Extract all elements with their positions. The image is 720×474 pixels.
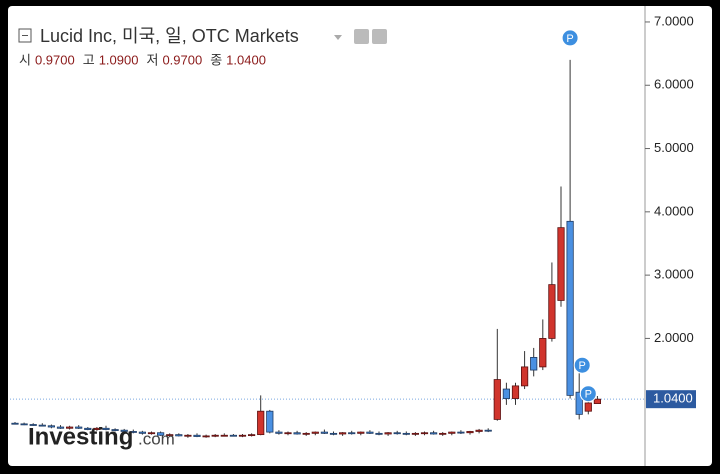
candle-body — [184, 434, 192, 437]
collapse-icon[interactable] — [18, 28, 32, 43]
candle-body — [93, 427, 101, 430]
event-marker-label: P — [579, 360, 586, 372]
candle-body — [393, 432, 401, 435]
logo-suffix: .com — [138, 429, 175, 448]
candle-body — [575, 391, 583, 415]
ohlc-value: 0.9700 — [35, 52, 75, 67]
event-marker[interactable] — [561, 29, 579, 47]
y-tick-label: 6.0000 — [654, 77, 694, 92]
logo-brand: Investing — [28, 423, 133, 450]
plot-area: P P P — [10, 29, 645, 438]
candle-body — [238, 434, 247, 437]
chart-title: Lucid Inc, 미국, 일, OTC Markets — [40, 26, 299, 46]
candle-body — [320, 431, 329, 434]
candle-body — [429, 432, 438, 435]
visibility-button[interactable] — [354, 29, 369, 44]
candle-body — [84, 427, 92, 430]
candle-body — [129, 431, 137, 433]
candle-body — [120, 429, 128, 432]
ohlc-name: 종 — [210, 52, 222, 67]
candle-body — [11, 422, 19, 425]
candle-body — [375, 432, 383, 435]
candle-body — [548, 284, 556, 339]
candle-body — [593, 398, 602, 405]
ohlc-value: 1.0400 — [226, 52, 266, 67]
candle-body — [439, 432, 447, 435]
last-price-box — [646, 390, 696, 409]
chart-panel — [8, 6, 712, 466]
candle-body — [584, 402, 592, 412]
candle-body — [530, 357, 538, 371]
candle-body — [75, 426, 83, 429]
candle-body — [284, 432, 292, 435]
candle-body — [566, 220, 574, 396]
candle-body — [493, 379, 501, 420]
candle-body — [293, 432, 301, 435]
candle-body — [138, 431, 146, 434]
candle-body — [448, 431, 456, 434]
candle-body — [193, 434, 201, 437]
candle-body — [247, 434, 256, 437]
candle-body — [175, 434, 183, 437]
settings-button[interactable] — [372, 29, 387, 44]
candle-body — [202, 435, 210, 438]
last-price-label: 1.0400 — [653, 391, 693, 406]
candle-body — [266, 410, 274, 433]
candle-body — [502, 388, 511, 399]
candle-body — [466, 431, 474, 434]
candle-body — [275, 431, 283, 434]
candle-body — [56, 426, 65, 429]
y-tick-label: 2.0000 — [654, 330, 694, 345]
candle-body — [29, 424, 37, 426]
ohlc-readout: 시 0.9700 고 1.0900 저 0.9700 종 1.0400 — [19, 52, 266, 67]
candle-body — [457, 431, 465, 434]
candle-body — [521, 366, 529, 387]
candle-body — [384, 432, 392, 435]
candle-body — [147, 432, 156, 435]
ohlc-name: 고 — [83, 52, 95, 67]
candle-body — [229, 434, 237, 437]
candle-body — [20, 423, 28, 426]
candle-body — [66, 426, 74, 429]
candle-body — [102, 427, 110, 430]
candle-body — [420, 432, 429, 435]
candle-body — [257, 410, 265, 436]
candle-body — [539, 338, 547, 368]
candle-body — [348, 432, 356, 435]
event-marker[interactable] — [573, 356, 591, 374]
candle-body — [484, 429, 492, 432]
candle-body — [338, 432, 347, 435]
y-tick-label: 3.0000 — [654, 267, 694, 282]
ohlc-value: 0.9700 — [162, 52, 202, 67]
y-tick-label: 4.0000 — [654, 203, 694, 218]
candle-body — [111, 429, 119, 431]
candle-body — [511, 385, 520, 399]
candle-body — [38, 424, 46, 427]
candle-body — [302, 432, 310, 435]
ohlc-name: 저 — [146, 52, 158, 67]
candle-body — [402, 432, 410, 435]
event-marker[interactable] — [579, 385, 597, 403]
candle-body — [557, 227, 565, 301]
candle-body — [156, 432, 165, 436]
y-tick-label: 5.0000 — [654, 140, 694, 155]
event-marker-label: P — [566, 33, 573, 45]
y-tick-label: 7.0000 — [654, 13, 694, 28]
candle-body — [475, 429, 483, 432]
ohlc-value: 1.0900 — [99, 52, 139, 67]
event-marker-label: P — [585, 389, 592, 401]
candle-body — [220, 434, 228, 437]
candle-body — [411, 432, 420, 435]
candle-body — [211, 434, 219, 437]
candle-body — [47, 425, 56, 428]
candle-body — [329, 432, 338, 435]
candle-body — [366, 431, 374, 434]
ohlc-name: 시 — [19, 52, 31, 67]
candle-body — [311, 431, 319, 434]
candle-body — [357, 431, 365, 434]
candle-body — [166, 434, 174, 437]
dropdown-arrow[interactable] — [334, 35, 342, 40]
